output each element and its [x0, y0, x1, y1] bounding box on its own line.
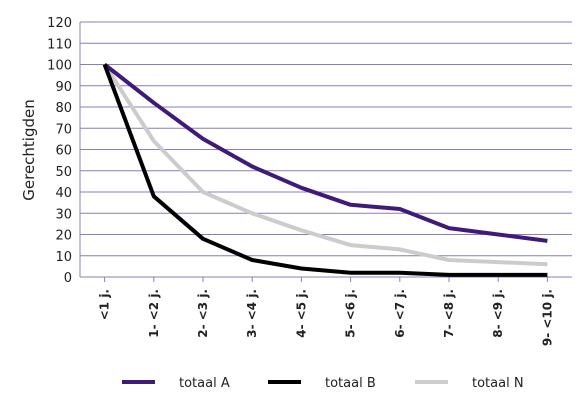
- y-tick-label: 110: [47, 37, 72, 52]
- y-tick-label: 80: [55, 101, 72, 116]
- y-tick-label: 120: [47, 16, 72, 31]
- legend: totaal A totaal B totaal N: [122, 376, 524, 391]
- x-tick-label: 5- <6 j.: [344, 289, 358, 338]
- y-tick-label: 30: [55, 207, 72, 222]
- y-tick-label: 10: [55, 250, 72, 265]
- y-tick-labels: 0 10 20 30 40 50 60 70 80 90 100 110 120: [47, 16, 72, 286]
- x-tick-label: <1 j.: [98, 289, 112, 320]
- y-tick-label: 20: [55, 229, 72, 244]
- legend-label: totaal B: [325, 376, 376, 391]
- legend-label: totaal A: [179, 376, 230, 391]
- series-line-totaal-B: [102, 63, 548, 277]
- legend-label: totaal N: [472, 376, 524, 391]
- x-tick-labels: <1 j. 1- <2 j. 2- <3 j. 3- <4 j. 4- <5 j. 5- …: [98, 277, 554, 346]
- series-line-totaal-A: [103, 62, 548, 243]
- y-tick-label: 50: [55, 165, 72, 180]
- gridlines: [79, 21, 572, 278]
- y-tick-label: 40: [55, 186, 72, 201]
- x-tick-label: 6- <7 j.: [393, 289, 407, 338]
- y-tick-label: 90: [55, 80, 72, 95]
- x-tick-label: 7- <8 j.: [442, 289, 456, 338]
- y-axis-label: Gerechtigden: [20, 99, 38, 201]
- x-tick-label: 2- <3 j.: [196, 289, 210, 338]
- x-tick-label: 1- <2 j.: [147, 289, 161, 338]
- y-tick-label: 70: [55, 122, 72, 137]
- x-tick-label: 3- <4 j.: [245, 289, 259, 338]
- series-lines: [102, 62, 548, 277]
- series-line-totaal-N: [102, 63, 548, 267]
- x-tick-label: 9- <10 j.: [540, 289, 554, 346]
- y-tick-label: 0: [64, 271, 72, 286]
- y-tick-label: 60: [55, 144, 72, 159]
- x-tick-label: 4- <5 j.: [294, 289, 308, 338]
- y-tick-label: 100: [47, 59, 72, 74]
- x-tick-label: 8- <9 j.: [491, 289, 505, 338]
